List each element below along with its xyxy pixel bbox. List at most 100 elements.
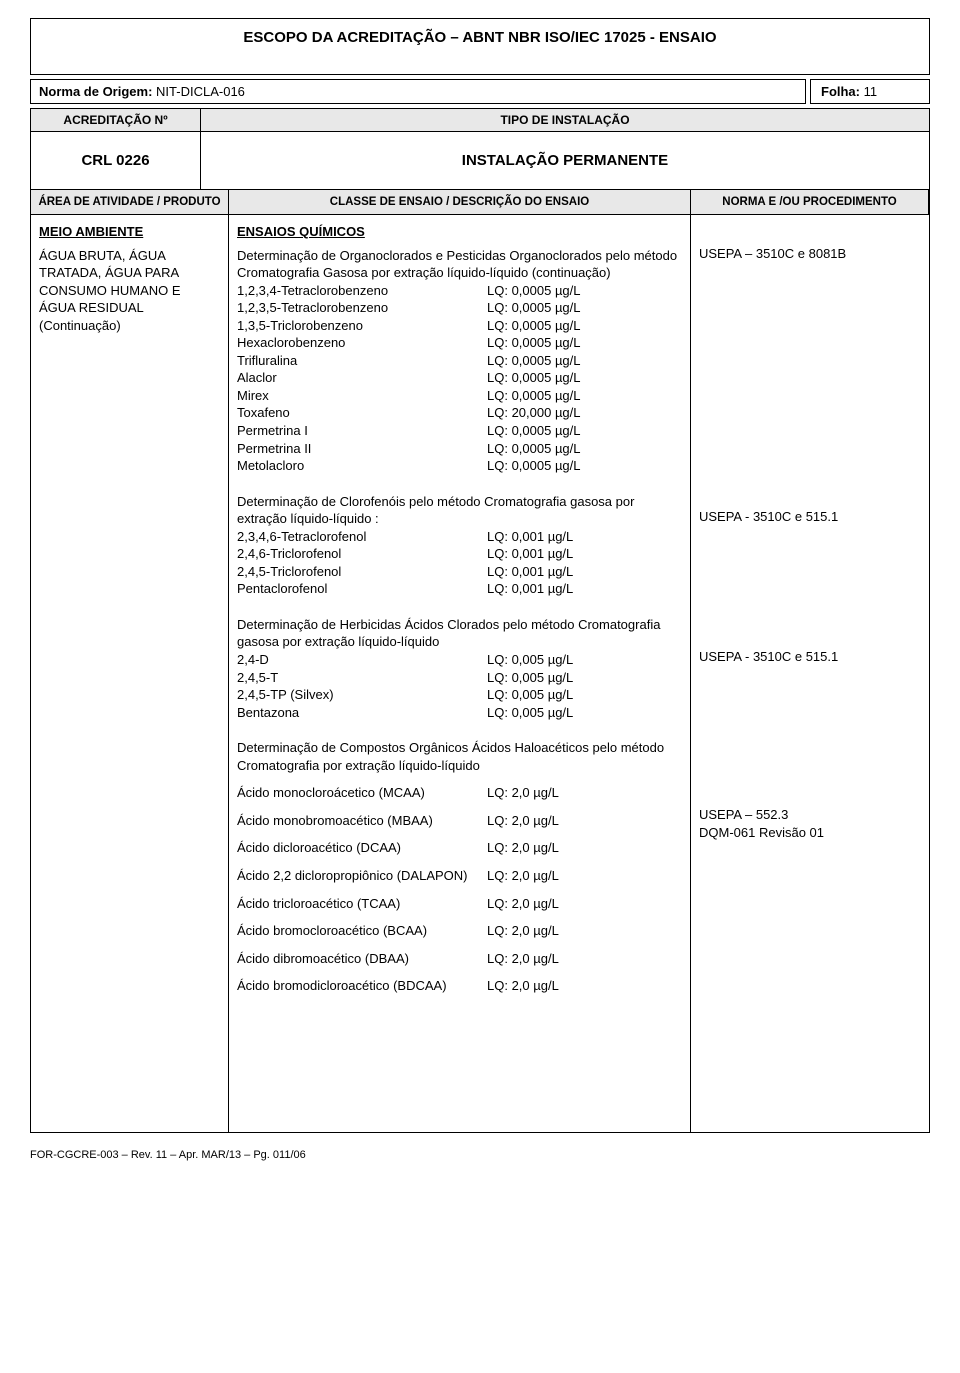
param-name: 2,4,5-T [237, 669, 487, 687]
param-name: Ácido tricloroacético (TCAA) [237, 895, 487, 913]
norma-entry: USEPA - 3510C e 515.1 [699, 648, 921, 788]
param-name: 2,3,4,6-Tetraclorofenol [237, 528, 487, 546]
param-row: ToxafenoLQ: 20,000 µg/L [237, 404, 682, 422]
hdr-acreditacao: ACREDITAÇÃO Nº [31, 109, 201, 132]
param-name: Ácido 2,2 dicloropropiônico (DALAPON) [237, 867, 487, 885]
param-value: LQ: 0,005 µg/L [487, 669, 682, 687]
param-name: 1,3,5-Triclorobenzeno [237, 317, 487, 335]
param-value: LQ: 0,001 µg/L [487, 545, 682, 563]
param-name: 1,2,3,4-Tetraclorobenzeno [237, 282, 487, 300]
param-row: 2,3,4,6-TetraclorofenolLQ: 0,001 µg/L [237, 528, 682, 546]
assay-section: Determinação de Organoclorados e Pestici… [237, 247, 682, 475]
param-row: PentaclorofenolLQ: 0,001 µg/L [237, 580, 682, 598]
param-value: LQ: 0,0005 µg/L [487, 369, 682, 387]
page-footer: FOR-CGCRE-003 – Rev. 11 – Apr. MAR/13 – … [0, 1143, 960, 1167]
param-value: LQ: 0,0005 µg/L [487, 299, 682, 317]
norma-entry: USEPA – 3510C e 8081B [699, 245, 921, 490]
param-row: AlaclorLQ: 0,0005 µg/L [237, 369, 682, 387]
param-value: LQ: 0,0005 µg/L [487, 282, 682, 300]
assay-description: Determinação de Herbicidas Ácidos Clorad… [237, 616, 682, 651]
param-value: LQ: 2,0 µg/L [487, 895, 682, 913]
param-row: Permetrina IILQ: 0,0005 µg/L [237, 440, 682, 458]
param-value: LQ: 0,0005 µg/L [487, 440, 682, 458]
param-value: LQ: 0,0005 µg/L [487, 334, 682, 352]
param-row: 2,4,5-TLQ: 0,005 µg/L [237, 669, 682, 687]
param-row: Ácido dibromoacético (DBAA)LQ: 2,0 µg/L [237, 950, 682, 968]
area-desc: ÁGUA BRUTA, ÁGUA TRATADA, ÁGUA PARA CONS… [39, 247, 220, 335]
param-value: LQ: 0,001 µg/L [487, 580, 682, 598]
col-hdr-norma: NORMA E /OU PROCEDIMENTO [691, 190, 929, 215]
param-row: Ácido bromodicloroacético (BDCAA)LQ: 2,0… [237, 977, 682, 995]
param-value: LQ: 0,005 µg/L [487, 686, 682, 704]
param-name: Ácido monocloroácetico (MCAA) [237, 784, 487, 802]
param-name: Ácido bromodicloroacético (BDCAA) [237, 977, 487, 995]
norma-label: Norma de Origem: [39, 84, 152, 99]
param-value: LQ: 0,005 µg/L [487, 704, 682, 722]
param-row: 2,4-DLQ: 0,005 µg/L [237, 651, 682, 669]
assay-section: Determinação de Clorofenóis pelo método … [237, 493, 682, 598]
param-row: 2,4,5-TP (Silvex)LQ: 0,005 µg/L [237, 686, 682, 704]
param-row: 2,4,5-TriclorofenolLQ: 0,001 µg/L [237, 563, 682, 581]
main-grid: ÁREA DE ATIVIDADE / PRODUTO CLASSE DE EN… [30, 190, 930, 1133]
param-name: Ácido bromocloroacético (BCAA) [237, 922, 487, 940]
param-name: Toxafeno [237, 404, 487, 422]
assay-section: Determinação de Herbicidas Ácidos Clorad… [237, 616, 682, 721]
param-row: TrifluralinaLQ: 0,0005 µg/L [237, 352, 682, 370]
col-hdr-classe: CLASSE DE ENSAIO / DESCRIÇÃO DO ENSAIO [229, 190, 691, 215]
param-name: Pentaclorofenol [237, 580, 487, 598]
param-row: Ácido 2,2 dicloropropiônico (DALAPON)LQ:… [237, 867, 682, 885]
assay-description: Determinação de Organoclorados e Pestici… [237, 247, 682, 282]
header-grid: ACREDITAÇÃO Nº TIPO DE INSTALAÇÃO CRL 02… [30, 108, 930, 190]
param-name: Hexaclorobenzeno [237, 334, 487, 352]
param-value: LQ: 2,0 µg/L [487, 922, 682, 940]
param-name: Bentazona [237, 704, 487, 722]
norma-entry: USEPA – 552.3 DQM-061 Revisão 01 [699, 806, 921, 1106]
param-row: 2,4,6-TriclorofenolLQ: 0,001 µg/L [237, 545, 682, 563]
crl-value: CRL 0226 [31, 132, 201, 189]
param-name: Metolacloro [237, 457, 487, 475]
param-value: LQ: 2,0 µg/L [487, 784, 682, 802]
param-row: 1,2,3,5-TetraclorobenzenoLQ: 0,0005 µg/L [237, 299, 682, 317]
param-row: MirexLQ: 0,0005 µg/L [237, 387, 682, 405]
param-row: Ácido monocloroácetico (MCAA)LQ: 2,0 µg/… [237, 784, 682, 802]
param-name: Trifluralina [237, 352, 487, 370]
param-value: LQ: 20,000 µg/L [487, 404, 682, 422]
folha-label: Folha: [821, 84, 860, 99]
norma-value: NIT-DICLA-016 [156, 84, 245, 99]
param-value: LQ: 0,001 µg/L [487, 528, 682, 546]
assay-description: Determinação de Clorofenóis pelo método … [237, 493, 682, 528]
param-row: Ácido monobromoacético (MBAA)LQ: 2,0 µg/… [237, 812, 682, 830]
ensaios-title: ENSAIOS QUÍMICOS [237, 223, 682, 241]
param-name: 2,4,6-Triclorofenol [237, 545, 487, 563]
param-value: LQ: 0,0005 µg/L [487, 317, 682, 335]
param-row: MetolacloroLQ: 0,0005 µg/L [237, 457, 682, 475]
param-name: 2,4,5-Triclorofenol [237, 563, 487, 581]
hdr-tipo: TIPO DE INSTALAÇÃO [201, 109, 929, 132]
param-name: Ácido monobromoacético (MBAA) [237, 812, 487, 830]
param-value: LQ: 2,0 µg/L [487, 839, 682, 857]
page-title: ESCOPO DA ACREDITAÇÃO – ABNT NBR ISO/IEC… [30, 18, 930, 75]
param-value: LQ: 2,0 µg/L [487, 867, 682, 885]
norma-row: Norma de Origem: NIT-DICLA-016 Folha: 11 [30, 79, 930, 104]
assay-description: Determinação de Compostos Orgânicos Ácid… [237, 739, 682, 774]
param-value: LQ: 0,0005 µg/L [487, 422, 682, 440]
param-name: Ácido dicloroacético (DCAA) [237, 839, 487, 857]
param-row: Ácido dicloroacético (DCAA)LQ: 2,0 µg/L [237, 839, 682, 857]
col-hdr-area: ÁREA DE ATIVIDADE / PRODUTO [31, 190, 229, 215]
assay-section: Determinação de Compostos Orgânicos Ácid… [237, 739, 682, 994]
norma-column: USEPA – 3510C e 8081B USEPA - 3510C e 515… [691, 215, 929, 1132]
folha-value: 11 [864, 84, 878, 99]
area-column: MEIO AMBIENTE ÁGUA BRUTA, ÁGUA TRATADA, … [31, 215, 229, 1132]
param-row: BentazonaLQ: 0,005 µg/L [237, 704, 682, 722]
norma-entry: USEPA - 3510C e 515.1 [699, 508, 921, 630]
param-name: Alaclor [237, 369, 487, 387]
param-name: Ácido dibromoacético (DBAA) [237, 950, 487, 968]
instalacao-value: INSTALAÇÃO PERMANENTE [201, 132, 929, 189]
param-row: 1,3,5-TriclorobenzenoLQ: 0,0005 µg/L [237, 317, 682, 335]
param-value: LQ: 0,001 µg/L [487, 563, 682, 581]
param-value: LQ: 2,0 µg/L [487, 977, 682, 995]
param-value: LQ: 2,0 µg/L [487, 950, 682, 968]
param-name: 2,4-D [237, 651, 487, 669]
param-row: Ácido bromocloroacético (BCAA)LQ: 2,0 µg… [237, 922, 682, 940]
param-row: 1,2,3,4-TetraclorobenzenoLQ: 0,0005 µg/L [237, 282, 682, 300]
